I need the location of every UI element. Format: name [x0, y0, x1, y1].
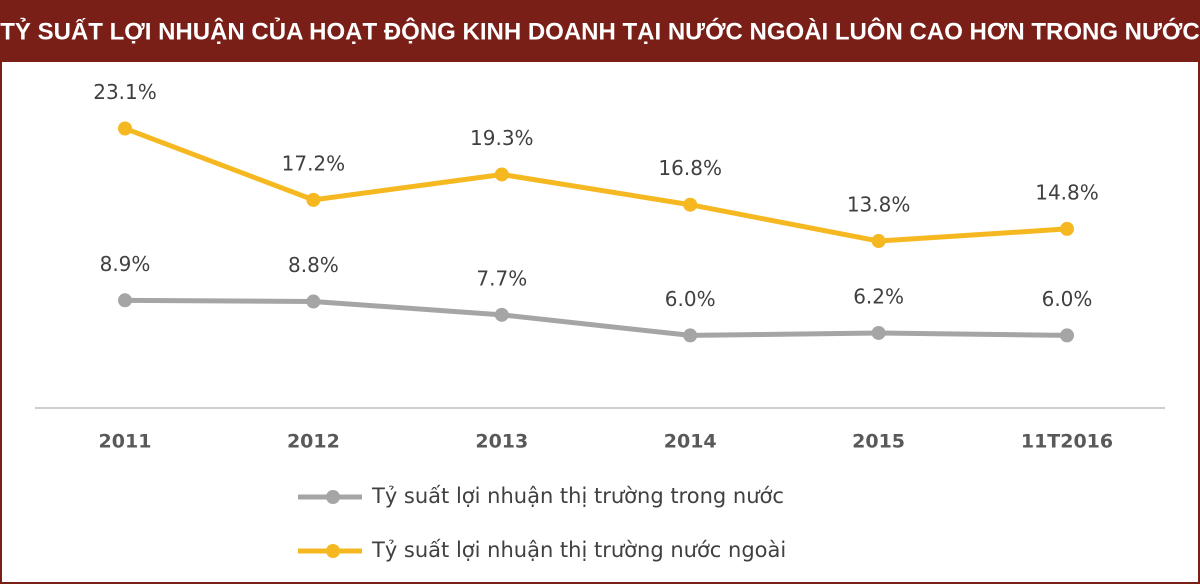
value-label: 8.8% [288, 253, 339, 277]
point [1060, 221, 1074, 236]
value-label: 6.0% [665, 287, 716, 311]
value-label: 19.3% [470, 126, 534, 150]
value-label: 8.9% [100, 252, 151, 276]
value-label: 7.7% [476, 266, 527, 290]
x-tick-label: 2012 [287, 431, 340, 453]
point [871, 234, 886, 249]
value-label: 23.1% [93, 80, 157, 104]
x-tick-label: 2015 [852, 431, 905, 453]
point [1060, 328, 1074, 343]
value-label: 13.8% [847, 193, 911, 217]
point [494, 167, 509, 182]
legend-label: Tỷ suất lợi nhuận thị trường trong nước [371, 484, 784, 508]
point [306, 294, 321, 309]
x-tick-label: 2013 [475, 431, 528, 453]
value-label: 17.2% [282, 151, 346, 175]
point [871, 325, 886, 340]
chart-title: TỶ SUẤT LỢI NHUẬN CỦA HOẠT ĐỘNG KINH DOA… [0, 16, 1199, 45]
point [118, 293, 132, 308]
x-tick-label: 2011 [99, 431, 152, 453]
point [118, 121, 132, 136]
value-label: 16.8% [658, 156, 722, 180]
point [494, 307, 509, 322]
value-label: 6.0% [1042, 287, 1093, 311]
point [683, 197, 698, 212]
x-tick-label: 11T2016 [1021, 431, 1113, 453]
legend-marker [326, 544, 340, 558]
point [683, 328, 698, 343]
series-line [124, 126, 1068, 244]
value-label: 14.8% [1035, 180, 1099, 204]
title-bar [0, 0, 1200, 62]
legend-marker [326, 490, 340, 504]
point [306, 192, 321, 207]
x-tick-label: 2014 [664, 431, 717, 453]
value-label: 6.2% [853, 284, 904, 308]
legend-label: Tỷ suất lợi nhuận thị trường nước ngoài [371, 538, 786, 562]
series-line [124, 297, 1068, 338]
